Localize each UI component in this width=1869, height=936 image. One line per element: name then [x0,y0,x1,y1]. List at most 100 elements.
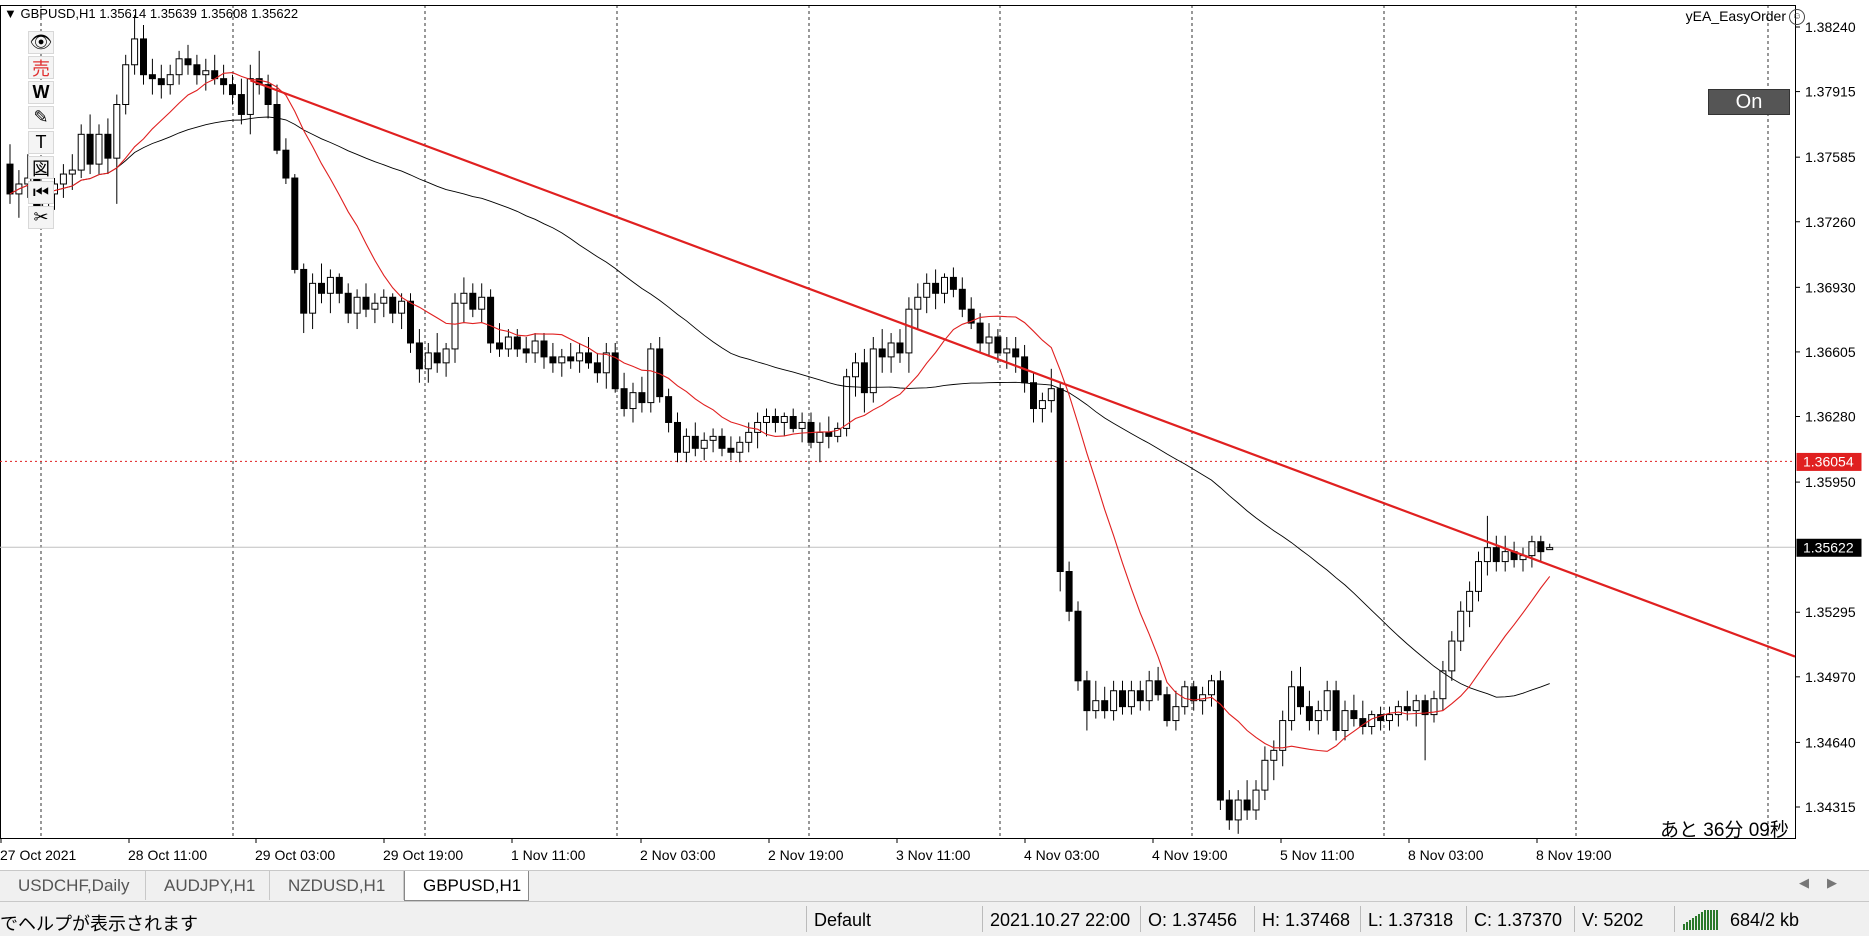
candle-bull [1412,700,1420,712]
candle-bear [184,58,192,66]
candle-bull [1341,710,1349,731]
tab-usdchf-daily[interactable]: USDCHF,Daily [0,871,146,900]
tab-gbpusd-h1[interactable]: GBPUSD,H1 [404,871,529,901]
chart-area[interactable]: 1.38240 1.37915 1.37585 1.37260 1.36930 1.366… [0,0,1869,865]
candle-bull [504,336,512,350]
candle-bear [104,133,112,159]
candle-bear [1119,690,1126,708]
candle-bull [558,356,566,364]
price-axis-label: 1.36280 [1805,409,1856,425]
candle-bull [451,302,459,350]
candle-bear [335,276,343,294]
candle-bull [1208,680,1215,696]
text-icon[interactable]: T [28,131,54,154]
candle-bear [665,396,673,423]
status-help-text: でヘルプが表示されます [0,914,198,934]
candle-bull [246,78,254,115]
candle-bull [353,296,361,314]
candle-bull [68,169,76,175]
status-separator [1140,906,1141,932]
candle-bear [771,416,779,423]
candle-bull [887,342,895,358]
scissors-icon[interactable]: ✂ [28,206,54,229]
candle-bull [398,300,406,314]
candle-bear [1083,680,1091,712]
candle-bull [326,276,334,294]
candle-bull [745,431,753,443]
image-icon[interactable]: 図 [28,156,54,179]
time-axis-label: 4 Nov 03:00 [1024,847,1100,863]
tab-scroll-arrows-icon[interactable]: ◀▶ [1799,875,1855,890]
candle-bear [229,84,236,96]
candle-bear [1190,686,1198,702]
smiley-icon: ☺ [1789,9,1805,25]
candle-bear [593,362,601,374]
candle-bear [860,362,868,394]
candle-bear [282,149,290,179]
candle-bear [1056,388,1064,573]
candle-bull [843,376,851,429]
chart-tabs: USDCHF,Daily AUDJPY,H1 NZDUSD,H1 GBPUSD,… [0,870,1869,901]
time-axis-label: 27 Oct 2021 [0,847,76,863]
price-axis-label: 1.34970 [1805,669,1856,685]
candle-bull [460,292,468,304]
candle-bear [789,416,797,429]
tab-audjpy-h1[interactable]: AUDJPY,H1 [146,871,270,900]
bar-countdown-timer: あと 36分 09秒 [1660,820,1789,841]
sell-icon[interactable]: 売 [28,56,54,79]
pencil-icon[interactable]: ✎ [28,106,54,129]
price-axis-label: 1.35295 [1805,604,1856,620]
time-axis-label: 3 Nov 11:00 [896,847,971,863]
candle-bear [585,352,592,364]
time-axis-label: 1 Nov 11:00 [511,847,586,863]
candle-bull [736,441,744,453]
candle-bear [949,276,957,290]
current-price-label: 1.35622 [1803,539,1854,555]
collapse-triangle-icon[interactable]: ▼ [4,6,17,21]
candle-bull [1127,690,1135,708]
price-chart[interactable]: 1.38240 1.37915 1.37585 1.37260 1.36930 1.366… [0,0,1869,865]
expert-advisor-name: yEA_EasyOrder [1685,8,1786,24]
candle-bull [1475,561,1482,592]
candle-bull [941,276,948,294]
status-close: C: 1.37370 [1474,910,1563,930]
rewind-icon[interactable]: ⏮ [28,181,54,204]
w-icon[interactable]: W [28,81,54,104]
candle-bull [1394,706,1402,716]
candle-bull [1466,590,1474,612]
candle-bear [513,336,521,350]
candle-bull [1234,799,1242,821]
candle-bear [86,133,94,165]
tab-nzdusd-h1[interactable]: NZDUSD,H1 [270,871,404,900]
status-separator [1574,906,1575,932]
candle-bear [389,296,397,314]
price-axis-label: 1.36605 [1805,344,1856,360]
drawing-toolbar: 👁 売 W ✎ T 図 ⏮ ✂ [28,31,56,231]
candle-bull [122,64,130,106]
candle-bear [1492,547,1500,563]
symbol-info: ▼ GBPUSD,H1 1.35614 1.35639 1.35608 1.35… [4,6,298,21]
candle-bull [1261,759,1269,791]
candle-bear [967,308,975,324]
price-axis-label: 1.38240 [1805,19,1856,35]
connection-bars-icon[interactable] [1683,910,1721,930]
candle-bear [496,342,503,350]
candle-bull [576,352,584,362]
candle-bull [442,348,450,364]
ea-on-button[interactable]: On [1708,89,1790,115]
candle-bear [522,348,530,354]
status-separator [1254,906,1255,932]
candle-bear [362,296,370,310]
eye-icon[interactable]: 👁 [28,31,54,54]
candle-bear [638,392,646,404]
candle-bull [1314,710,1322,722]
candle-bear [291,177,299,270]
candle-bull [59,173,67,185]
candle-bear [1163,694,1171,722]
candle-bear [140,38,147,76]
candle-bull [77,133,85,171]
candle-bear [1421,700,1429,716]
current-price-label-box [1796,538,1862,557]
slow-ma-line [9,116,1550,698]
status-separator [1674,906,1675,932]
